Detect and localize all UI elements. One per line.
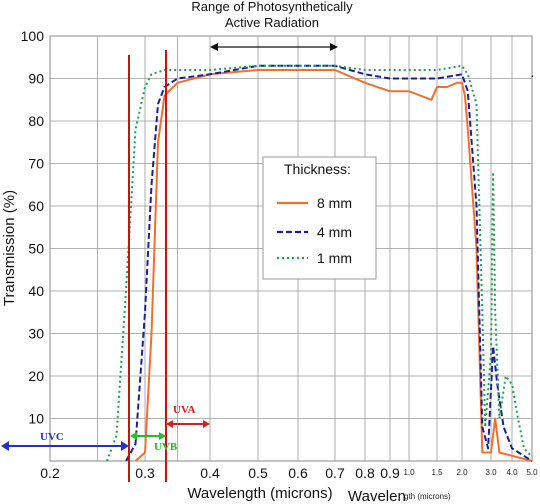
y-tick-label: 50 [28, 241, 44, 257]
y-tick-label: 80 [28, 113, 44, 129]
series-line-1mm [106, 64, 533, 462]
series-line-4mm [125, 64, 533, 462]
y-tick-label: 70 [28, 156, 44, 172]
legend-label-8mm: 8 mm [317, 195, 352, 211]
legend-title: Thickness: [284, 161, 351, 177]
x-tick-labels: 0.2 0.3 0.4 0.5 0.6 0.7 0.8 0.9 1.0 1.5 2.0 3.0 4.0 5… [40, 465, 538, 481]
par-range-arrow [210, 43, 338, 51]
y-tick-label: 40 [28, 283, 44, 299]
y-tick-label: 100 [21, 28, 45, 44]
x-tick-label: 0.9 [380, 465, 400, 481]
x-tick-label: 0.7 [325, 465, 345, 481]
right-edge-fragment: · [530, 67, 535, 83]
x-tick-label-secondary: 1.0 [403, 468, 415, 477]
y-tick-label: 90 [28, 71, 44, 87]
legend: Thickness: 8 mm 4 mm 1 mm [262, 156, 377, 280]
series-lines [106, 64, 533, 462]
uvc-annotation: UVC [1, 431, 129, 451]
x-tick-label: 0.4 [200, 465, 220, 481]
uva-annotation: UVA [166, 404, 210, 428]
y-tick-label: 30 [28, 326, 44, 342]
x-axis-title-secondary: Wavelen [348, 488, 406, 504]
x-tick-label-secondary: 1.5 [431, 468, 443, 477]
x-tick-label-secondary: 5.0 [526, 468, 538, 477]
y-tick-labels: 10 20 30 40 50 60 70 80 90 100 [21, 28, 45, 427]
x-tick-label: 0.2 [40, 465, 60, 481]
grid-lines [50, 36, 532, 461]
x-tick-label-secondary: 4.0 [506, 468, 518, 477]
x-tick-label: 0.6 [288, 465, 308, 481]
legend-label-1mm: 1 mm [317, 250, 352, 266]
chart-title-line-2: Active Radiation [225, 15, 319, 30]
x-tick-label: 0.8 [355, 465, 375, 481]
x-tick-label-secondary: 2.0 [456, 468, 468, 477]
uvb-label: UVB [154, 441, 178, 453]
y-tick-label: 20 [28, 368, 44, 384]
uvb-annotation: UVB [130, 432, 178, 453]
uvc-label: UVC [40, 431, 64, 443]
x-tick-label-secondary: 3.0 [485, 468, 497, 477]
legend-label-4mm: 4 mm [317, 224, 352, 240]
x-axis-title: Wavelength (microns) [187, 485, 332, 502]
chart-title-line-1: Range of Photosynthetically [191, 0, 353, 14]
y-axis-title: Transmission (%) [1, 190, 18, 306]
y-tick-label: 60 [28, 198, 44, 214]
y-tick-label: 10 [28, 411, 44, 427]
uva-label: UVA [173, 404, 195, 416]
x-tick-label: 0.5 [248, 465, 268, 481]
x-axis-title-secondary-small: gth (microns) [404, 492, 451, 501]
x-tick-label: 0.3 [135, 465, 155, 481]
